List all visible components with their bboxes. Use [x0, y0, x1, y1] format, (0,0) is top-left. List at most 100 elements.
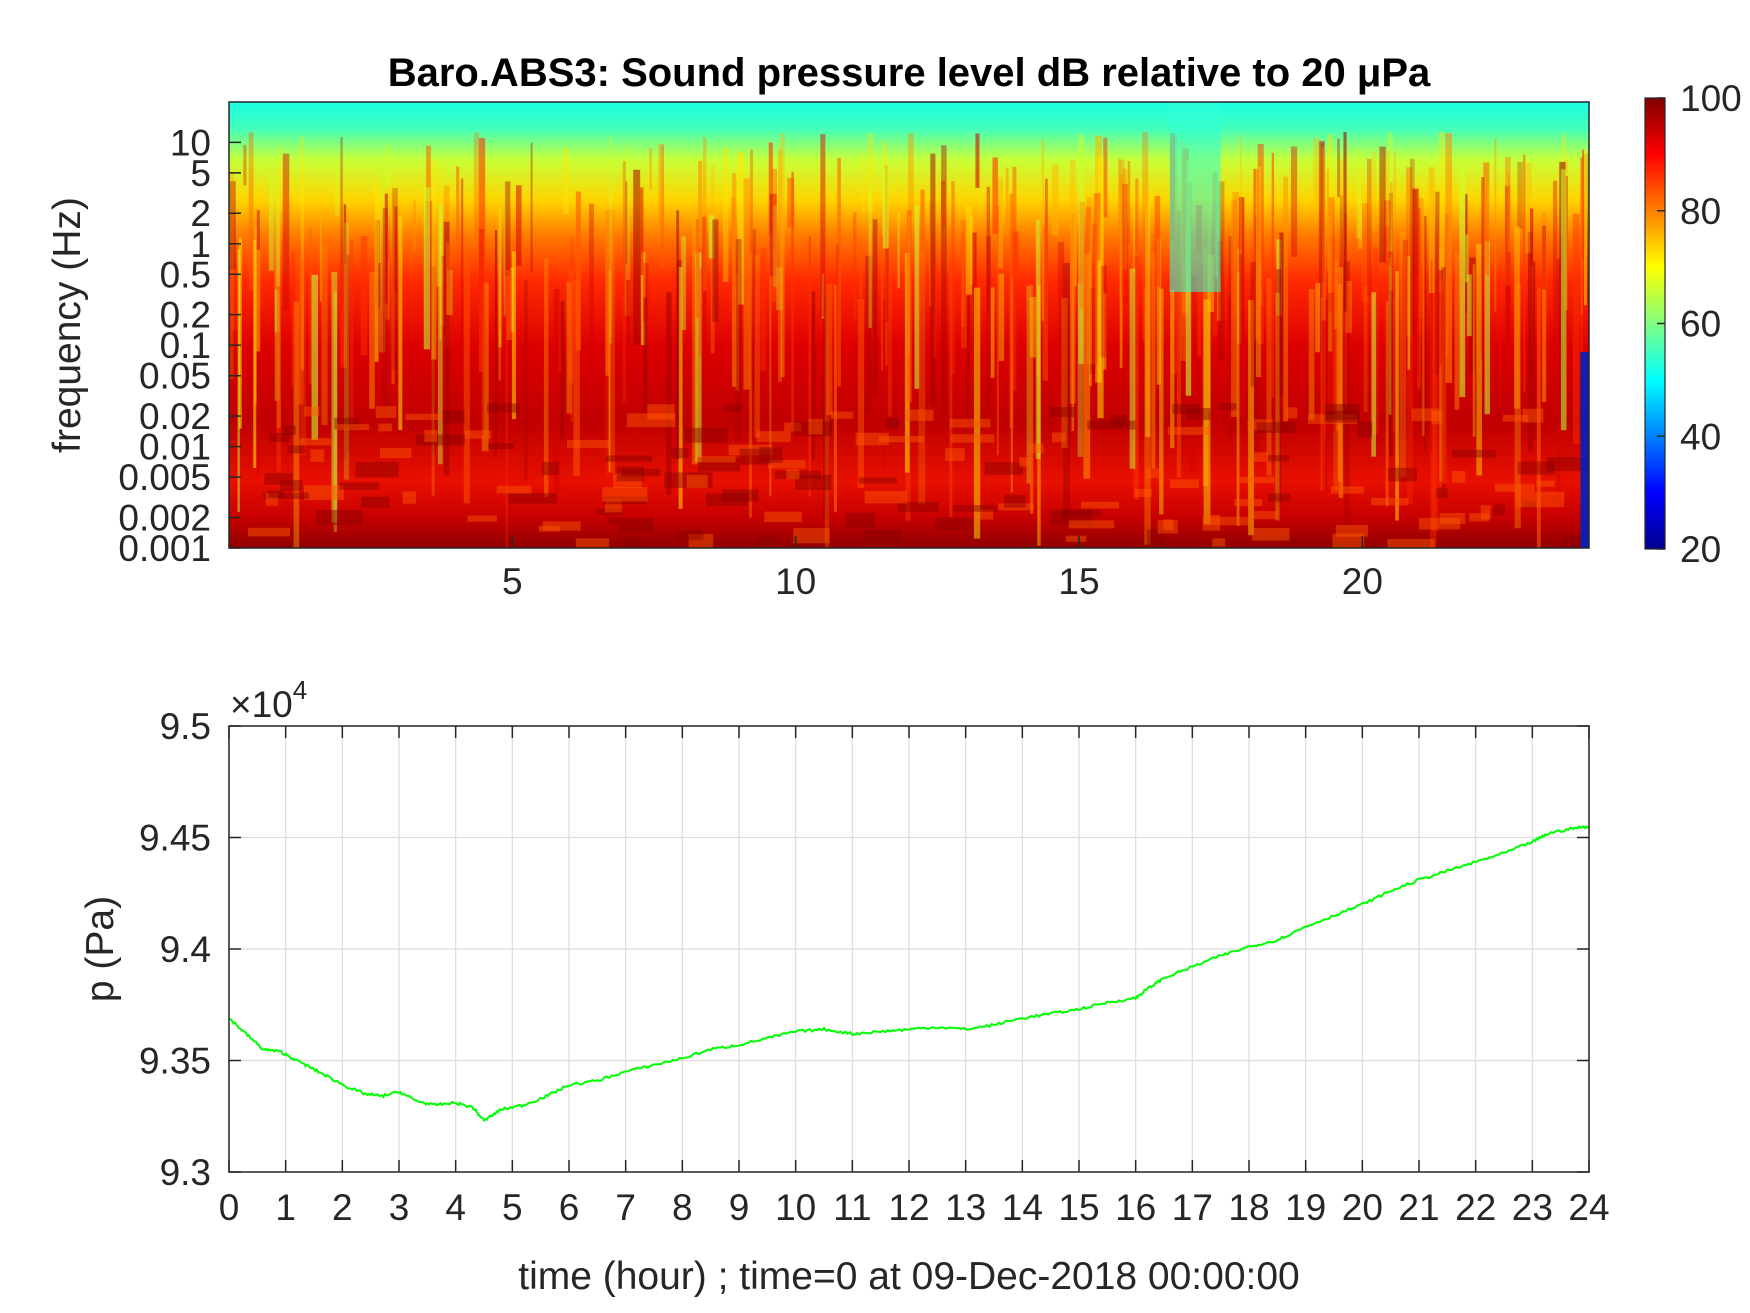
- spectrogram-texture-streak: [1483, 162, 1490, 276]
- spectrogram-texture-streak: [369, 271, 375, 409]
- spectrogram-texture-streak: [570, 237, 574, 423]
- spectrogram-texture-streak: [633, 169, 641, 346]
- spectrogram-y-tick-label: 0.01: [139, 427, 211, 468]
- spectrogram-texture-streak: [1442, 278, 1447, 484]
- spectrogram-texture-streak: [1552, 180, 1558, 417]
- spectrogram-texture-patch: [1068, 520, 1115, 529]
- spectrogram-texture-streak: [880, 235, 884, 371]
- pressure-x-tick-label: 0: [219, 1187, 240, 1228]
- spectrogram-texture-streak: [951, 181, 955, 375]
- spectrogram-texture-streak: [998, 273, 1005, 361]
- spectrogram-texture-streak: [1345, 281, 1352, 333]
- spectrogram-texture-streak: [821, 273, 825, 319]
- spectrogram-texture-streak: [1432, 282, 1439, 532]
- spectrogram-texture-streak: [1339, 159, 1344, 206]
- spectrogram-texture-streak: [1465, 194, 1468, 314]
- spectrogram-frame: [228, 101, 1590, 549]
- spectrogram-texture-streak: [1356, 148, 1362, 239]
- spectrogram-texture-streak: [279, 145, 283, 211]
- spectrogram-texture-patch: [355, 462, 399, 478]
- spectrogram-texture-streak: [820, 134, 826, 318]
- spectrogram-texture-patch: [287, 445, 306, 454]
- spectrogram-texture-patch: [1332, 533, 1365, 548]
- spectrogram-texture-streak: [965, 205, 972, 295]
- spectrogram-texture-patch: [1335, 524, 1368, 537]
- spectrogram-texture-streak: [413, 200, 416, 251]
- spectrogram-texture-streak: [824, 294, 830, 548]
- spectrogram-texture-streak: [676, 210, 680, 460]
- pressure-x-ticks: 0 1 2 3 4 5 6 7 8 9 10 11 12 13 14 15 16 17 18 19 20 21 22 23 24: [219, 726, 1610, 1228]
- spectrogram-texture-patch: [1431, 410, 1443, 425]
- spectrogram-texture-streak: [1466, 274, 1472, 337]
- spectrogram-texture-patch: [1564, 535, 1589, 547]
- spectrogram-texture-patch: [696, 456, 736, 463]
- spectrogram-texture-streak: [914, 205, 920, 389]
- pressure-y-label: p (Pa): [79, 896, 122, 1002]
- pressure-x-tick-label: 3: [389, 1187, 410, 1228]
- spectrogram-texture-streak: [969, 216, 974, 285]
- spectrogram-texture-patch: [621, 468, 661, 477]
- spectrogram-texture-patch: [784, 422, 802, 432]
- pressure-x-tick-label: 13: [945, 1187, 986, 1228]
- spectrogram-texture-streak: [695, 219, 700, 318]
- spectrogram-texture-streak: [543, 258, 549, 497]
- spectrogram-texture-streak: [882, 300, 887, 469]
- spectrogram-texture-patch: [1286, 407, 1298, 419]
- spectrogram-texture-streak: [643, 262, 649, 322]
- spectrogram-texture-patch: [676, 530, 704, 540]
- spectrogram-texture-streak: [735, 274, 739, 391]
- spectrogram-texture-streak: [1154, 195, 1161, 287]
- spectrogram-texture-streak: [643, 297, 648, 411]
- spectrogram-texture-streak: [268, 171, 274, 271]
- spectrogram-texture-streak: [360, 235, 368, 356]
- spectrogram-texture-streak: [1189, 275, 1197, 473]
- spectrogram-texture-streak: [1572, 213, 1580, 444]
- spectrogram-texture-patch: [950, 434, 995, 443]
- spectrogram-panel: Baro.ABS3: Sound pressure level dB relat…: [46, 51, 1742, 602]
- pressure-x-tick-label: 24: [1568, 1187, 1609, 1228]
- spectrogram-texture-patch: [541, 461, 559, 476]
- spectrogram-y-tick-label: 0.2: [160, 295, 211, 336]
- spectrogram-texture-patch: [1522, 408, 1544, 423]
- spectrogram-texture-patch: [984, 462, 1024, 475]
- spectrogram-texture-streak: [710, 166, 715, 354]
- spectrogram-texture-patch: [1212, 538, 1226, 547]
- spectrogram-texture-streak: [1343, 261, 1350, 525]
- spectrogram-texture-streak: [1494, 138, 1497, 312]
- spectrogram-texture-streak: [1011, 231, 1019, 283]
- spectrogram-texture-streak: [505, 297, 509, 548]
- spectrogram-texture-patch: [1439, 512, 1466, 525]
- spectrogram-texture-patch: [613, 473, 642, 489]
- spectrogram-texture-streak: [1197, 278, 1202, 357]
- spectrogram-texture-streak: [1335, 286, 1339, 432]
- spectrogram-texture-streak: [743, 178, 750, 390]
- spectrogram-texture-patch: [616, 466, 645, 482]
- spectrogram-texture-patch: [575, 538, 610, 548]
- spectrogram-y-tick-label: 10: [170, 122, 211, 163]
- spectrogram-y-tick-label: 0.002: [118, 497, 211, 538]
- spectrogram-texture-patch: [684, 427, 728, 443]
- spectrogram-texture-patch: [1494, 483, 1535, 492]
- spectrogram-texture-streak: [752, 229, 756, 393]
- spectrogram-texture-patch: [793, 528, 830, 544]
- spectrogram-texture-patch: [906, 409, 934, 421]
- colorbar-tick-label: 60: [1680, 304, 1721, 345]
- spectrogram-texture-streak: [768, 142, 773, 236]
- spectrogram-texture-patch: [1493, 504, 1506, 516]
- spectrogram-title: Baro.ABS3: Sound pressure level dB relat…: [388, 51, 1431, 95]
- spectrogram-y-tick-label: 0.005: [118, 457, 211, 498]
- spectrogram-texture-streak: [1402, 239, 1408, 399]
- spectrogram-texture-patch: [361, 496, 390, 508]
- spectrogram-texture-streak: [340, 263, 347, 368]
- spectrogram-texture-patch: [1411, 408, 1441, 422]
- spectrogram-texture-patch: [686, 474, 708, 488]
- spectrogram-texture-streak: [1388, 256, 1392, 415]
- spectrogram-texture-streak: [391, 193, 395, 384]
- spectrogram-texture-streak: [883, 141, 887, 192]
- spectrogram-texture-patch: [464, 430, 492, 439]
- spectrogram-texture-streak: [1103, 137, 1108, 218]
- spectrogram-texture-streak: [1122, 183, 1129, 304]
- spectrogram-texture-patch: [1170, 479, 1199, 489]
- spectrogram-texture-patch: [855, 432, 889, 446]
- spectrogram-texture-streak: [1074, 219, 1077, 287]
